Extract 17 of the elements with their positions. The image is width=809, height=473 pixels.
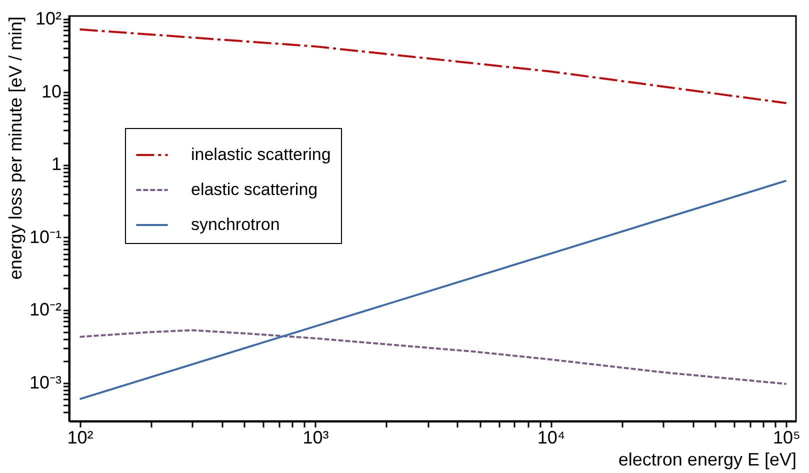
legend-label: synchrotron: [191, 215, 280, 234]
y-tick-label: 10⁻²: [29, 300, 62, 320]
y-tick-label: 10⁻³: [29, 372, 62, 392]
y-axis-title: energy loss per minute [eV / min]: [5, 16, 26, 280]
x-tick-label: 10²: [67, 428, 94, 448]
x-axis-title: electron energy E [eV]: [618, 450, 796, 470]
y-tick-label: 10: [41, 81, 62, 102]
y-tick-label: 10⁻¹: [29, 226, 62, 247]
legend-label: elastic scattering: [191, 180, 318, 199]
x-tick-label: 10⁵: [773, 428, 800, 448]
line-series: [78, 28, 788, 104]
y-tick-label: 10²: [35, 8, 62, 29]
y-tick-label: 1: [51, 154, 62, 174]
line-series: [78, 180, 788, 400]
x-tick-label: 10³: [302, 428, 329, 448]
legend-label: inelastic scattering: [191, 145, 331, 164]
x-tick-label: 10⁴: [537, 428, 566, 448]
